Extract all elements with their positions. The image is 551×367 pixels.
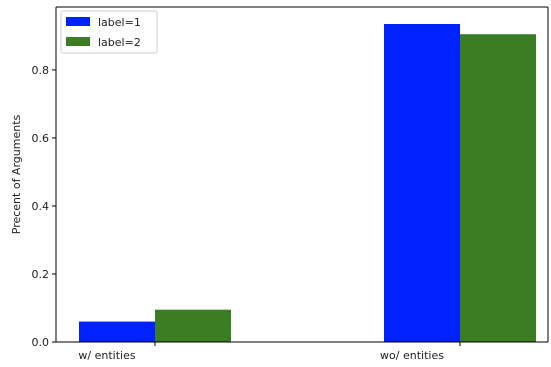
bar-label-1-0 (79, 321, 155, 342)
axes (55, 6, 549, 343)
legend-swatch (66, 17, 90, 26)
y-tick-label: 0.6 (32, 132, 50, 145)
legend-swatch (66, 37, 90, 46)
bar-label-2-1 (460, 34, 536, 342)
legend-label: label=2 (98, 36, 141, 49)
y-axis-ticks: 0.0 0.2 0.4 0.6 0.8 (32, 64, 56, 349)
x-tick-label: wo/ entities (380, 349, 444, 362)
x-axis-ticks: w/ entities wo/ entities (78, 342, 461, 362)
legend-label: label=1 (98, 16, 141, 29)
y-tick-label: 0.2 (32, 268, 50, 281)
y-axis-label: Precent of Arguments (10, 114, 23, 234)
bar-label-1-1 (384, 24, 460, 343)
y-tick-label: 0.8 (32, 64, 50, 77)
x-tick-label: w/ entities (78, 349, 135, 362)
y-tick-label: 0.4 (32, 200, 50, 213)
y-tick-label: 0.0 (32, 336, 50, 349)
bar-label-2-0 (155, 309, 231, 342)
bars (79, 24, 536, 343)
legend: label=1 label=2 (60, 10, 158, 54)
